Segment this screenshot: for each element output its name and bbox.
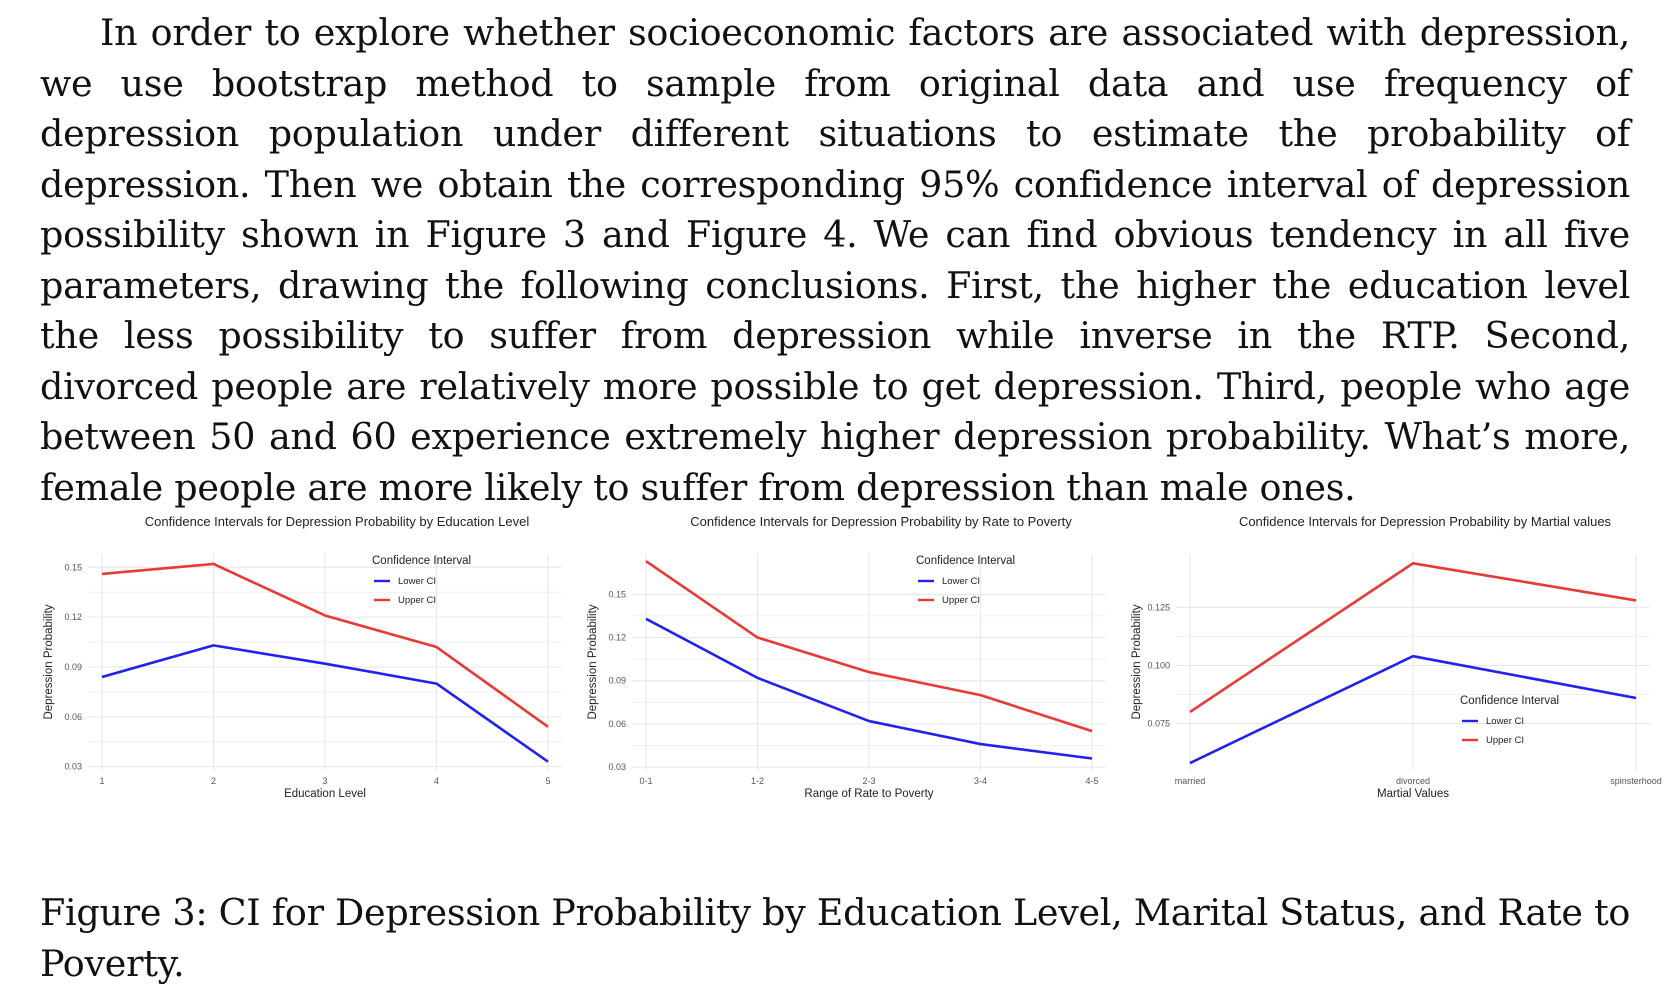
legend-item-label: Lower CI — [942, 576, 980, 587]
x-tick-label: 3-4 — [974, 776, 987, 786]
x-tick-label: married — [1175, 776, 1206, 786]
marital-chart-panel: Confidence Intervals for Depression Prob… — [1130, 514, 1670, 870]
poverty-chart-panel: Confidence Intervals for Depression Prob… — [586, 514, 1126, 870]
chart-title: Confidence Intervals for Depression Prob… — [1239, 514, 1612, 529]
legend-item-label: Lower CI — [1486, 716, 1524, 727]
y-tick-label: 0.06 — [608, 719, 626, 729]
y-tick-label: 0.09 — [608, 676, 626, 686]
y-axis-label: Depression Probability — [43, 604, 55, 719]
y-tick-label: 0.125 — [1147, 602, 1170, 612]
y-tick-label: 0.09 — [64, 662, 82, 672]
x-tick-label: divorced — [1396, 776, 1430, 786]
x-tick-label: 1 — [99, 776, 104, 786]
marital-values-chart: Confidence Intervals for Depression Prob… — [1131, 514, 1662, 800]
education-chart-panel: Confidence Intervals for Depression Prob… — [42, 514, 582, 870]
education-level-chart: Confidence Intervals for Depression Prob… — [43, 514, 562, 800]
y-tick-label: 0.06 — [64, 712, 82, 722]
x-tick-label: 2-3 — [862, 776, 875, 786]
legend-item-label: Lower CI — [398, 576, 436, 587]
chart-title: Confidence Intervals for Depression Prob… — [145, 514, 530, 529]
legend-title: Confidence Interval — [1460, 695, 1559, 707]
x-axis-label: Range of Rate to Poverty — [804, 788, 933, 800]
y-tick-label: 0.100 — [1147, 660, 1170, 670]
legend-title: Confidence Interval — [372, 555, 471, 567]
chart-title: Confidence Intervals for Depression Prob… — [690, 514, 1072, 529]
x-tick-label: 5 — [545, 776, 550, 786]
figure-caption: Figure 3: CI for Depression Probability … — [40, 891, 1630, 985]
y-tick-label: 0.15 — [608, 589, 626, 599]
y-tick-label: 0.03 — [64, 762, 82, 772]
x-axis-label: Education Level — [284, 788, 366, 800]
legend-item-label: Upper CI — [942, 595, 980, 606]
x-tick-label: spinsterhood — [1610, 776, 1662, 786]
y-tick-label: 0.12 — [64, 612, 82, 622]
legend-item-label: Upper CI — [398, 595, 436, 606]
legend-title: Confidence Interval — [916, 555, 1015, 567]
y-tick-label: 0.03 — [608, 762, 626, 772]
body-paragraph: In order to explore whether socioeconomi… — [40, 11, 1630, 509]
y-tick-label: 0.12 — [608, 633, 626, 643]
x-axis-label: Martial Values — [1377, 788, 1449, 800]
x-tick-label: 4-5 — [1085, 776, 1098, 786]
y-axis-label: Depression Probability — [587, 604, 599, 719]
x-tick-label: 4 — [434, 776, 439, 786]
x-tick-label: 3 — [322, 776, 327, 786]
y-axis-label: Depression Probability — [1131, 604, 1143, 719]
y-tick-label: 0.15 — [64, 562, 82, 572]
rate-to-poverty-chart: Confidence Intervals for Depression Prob… — [587, 514, 1106, 800]
y-tick-label: 0.075 — [1147, 719, 1170, 729]
legend-item-label: Upper CI — [1486, 735, 1524, 746]
x-tick-label: 0-1 — [639, 776, 652, 786]
x-tick-label: 2 — [211, 776, 216, 786]
x-tick-label: 1-2 — [751, 776, 764, 786]
